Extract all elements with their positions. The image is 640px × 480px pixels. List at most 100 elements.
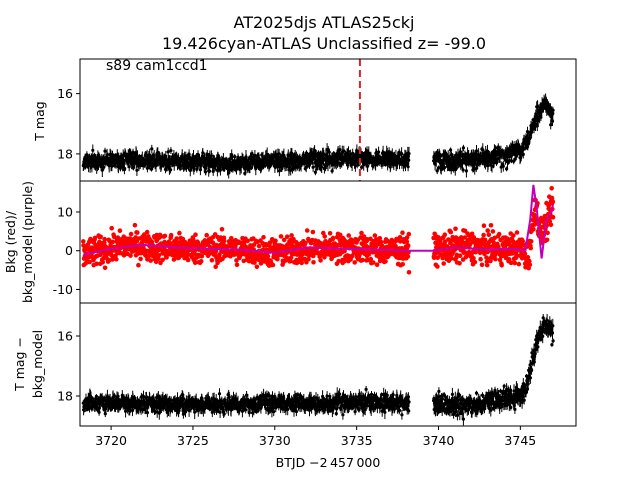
flux-point [122,162,126,166]
flux-point [514,155,518,159]
background-point [323,239,329,245]
flux-point [536,104,540,109]
flux-point [461,168,465,172]
background-point [377,236,383,241]
y-tick-label: 10 [57,204,73,219]
background-point [138,256,143,262]
background-point [310,229,316,235]
background-point [199,253,205,259]
background-point [177,230,182,236]
background-point [442,232,448,237]
flux-point [103,149,107,153]
background-point [209,257,215,263]
background-point [361,234,367,239]
background-point [288,255,294,261]
background-point [405,243,411,248]
background-point [234,262,240,268]
background-point [506,257,512,262]
background-point [545,230,550,236]
background-point [81,239,86,244]
background-point [400,262,406,267]
background-point [98,234,103,240]
flux-point [313,170,317,174]
background-point [481,232,486,238]
background-point [109,225,114,231]
background-point [406,270,412,275]
background-point [336,258,341,264]
background-point [368,256,374,262]
flux-point [443,165,447,170]
background-point [256,243,262,249]
flux-point [110,164,114,168]
flux-point [209,154,213,158]
flux-point [277,152,281,156]
background-point [548,222,554,228]
background-ylabel-line-1: Bkg (red)/ [3,210,18,273]
tmag-ylabel: T mag [32,101,47,141]
background-point [128,253,133,258]
background-point [219,227,225,232]
background-point [471,255,476,261]
flux-point [250,152,254,156]
flux-point [353,164,357,168]
background-point [185,257,191,263]
background-point [265,253,271,259]
flux-point [342,149,346,153]
background-point [132,222,138,228]
background-point [531,226,536,232]
flux-point [550,119,555,123]
background-point [378,239,384,245]
background-point [273,238,278,244]
background-points [81,186,556,275]
background-point [371,260,376,265]
background-point [488,223,494,228]
flux-point [551,111,555,116]
flux-point [201,151,205,155]
background-point [404,239,410,244]
background-point [479,262,485,268]
background-point [254,264,260,270]
background-point [300,251,306,257]
background-point [544,237,550,243]
background-point [213,264,218,270]
background-point [322,234,328,239]
background-point [318,258,323,263]
flux-point [218,168,222,172]
background-point [404,235,410,240]
flux-point [532,127,536,131]
background-point [94,261,99,267]
background-point [492,252,498,258]
background-point [496,231,502,237]
background-point [486,232,492,238]
flux-point [211,169,215,173]
background-point [522,251,528,256]
background-point [304,228,310,233]
background-point [315,250,321,256]
flux-point [474,149,479,153]
flux-point [94,394,98,398]
background-ylabel-line-2: bkg_model (purple) [20,181,35,303]
flux-point [494,146,498,150]
flux-point [338,148,342,152]
background-point [442,239,448,244]
background-point [281,237,287,243]
background-point [352,260,358,265]
background-point [372,233,378,238]
flux-point [320,165,324,169]
background-point [245,238,250,244]
flux-point [102,165,106,169]
flux-point [135,168,139,172]
flux-point [253,153,257,158]
background-point [397,235,403,240]
background-point [514,252,519,258]
background-point [136,262,141,268]
background-point [499,263,505,268]
chart-title-line-1: AT2025djs ATLAS25ckj [234,13,415,32]
background-point [322,254,327,260]
flux-point [208,169,212,173]
background-point [102,265,108,271]
flux-point [536,119,540,123]
